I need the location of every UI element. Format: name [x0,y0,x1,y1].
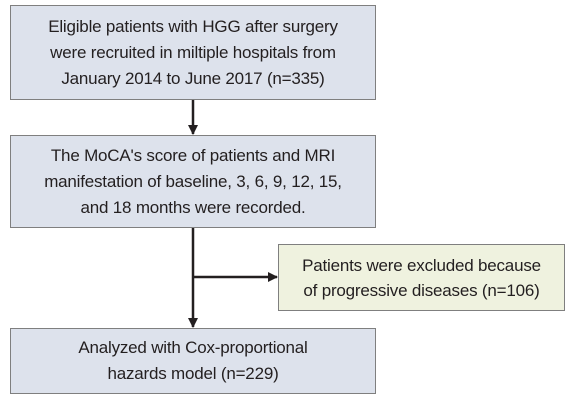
exclusion-text: Patients were excluded because of progre… [302,255,541,300]
enrollment-text: Eligible patients with HGG after surgery… [48,16,338,88]
assessment-text: The MoCA's score of patients and MRI man… [44,145,342,217]
analysis-box: Analyzed with Cox-proportional hazards m… [10,328,376,394]
analysis-text: Analyzed with Cox-proportional hazards m… [78,338,308,383]
assessment-box: The MoCA's score of patients and MRI man… [10,135,376,228]
exclusion-box: Patients were excluded because of progre… [278,244,565,311]
enrollment-box: Eligible patients with HGG after surgery… [10,5,376,100]
